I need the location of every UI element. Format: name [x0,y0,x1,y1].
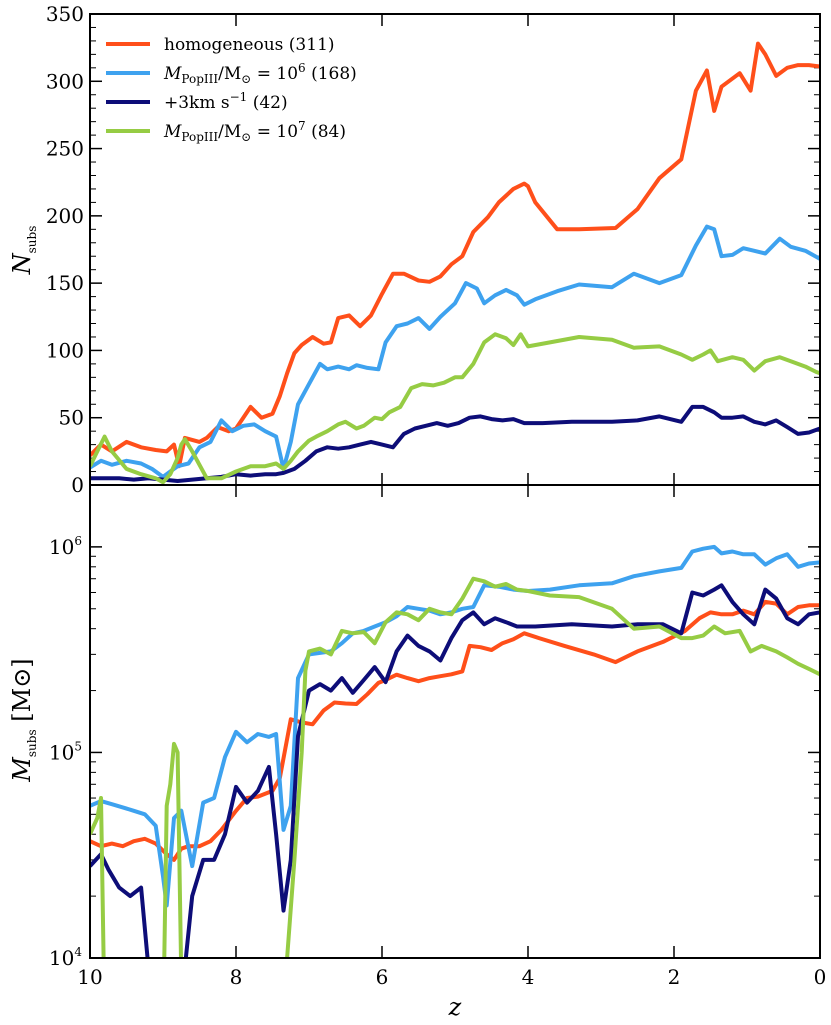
legend-label-popiii6: MPopIII/M⊙ = 106 (168) [163,61,357,86]
series-line-popiii6 [90,224,820,479]
top-ytick-label: 300 [46,69,84,93]
legend-label-popiii7: MPopIII/M⊙ = 107 (84) [163,119,346,144]
top-ytick-label: 100 [46,338,84,362]
top-panel: 0 50 100 150 200 250 300 350 Nsubs homogeneous … [8,2,821,497]
top-ylabel: Nsubs [8,226,39,276]
top-ytick-label: 350 [46,2,84,26]
top-series-lines [90,41,820,485]
top-ytick-label: 150 [46,271,84,295]
bottom-ytick-label: 105 [49,739,82,764]
bottom-xlabel: z [448,993,462,1021]
series-line-homogeneous [90,41,820,469]
bottom-xtick-label: 10 [77,965,102,989]
bottom-ytick-label: 104 [49,945,82,970]
series-line-popiii7 [90,576,820,958]
top-ticks: 0 50 100 150 200 250 300 350 [46,2,821,497]
bottom-panel: 10 8 6 4 2 0 104 105 106 Msubs [M⊙] z [8,484,827,1021]
series-line-stream [90,404,820,483]
bottom-xtick-label: 4 [522,965,535,989]
bottom-xtick-label: 0 [814,965,827,989]
legend-label-stream: +3km s−1 (42) [164,90,288,113]
top-ytick-label: 250 [46,137,84,161]
top-ytick-label: 50 [59,406,84,430]
series-line-stream [90,583,820,958]
legend-label-homogeneous: homogeneous (311) [164,35,335,55]
bottom-series-lines [90,544,820,958]
bottom-ytick-label: 106 [49,534,82,559]
bottom-xtick-label: 8 [230,965,243,989]
bottom-xtick-label: 2 [668,965,681,989]
series-line-popiii7 [90,332,820,485]
top-ytick-label: 200 [46,204,84,228]
bottom-axes-frame [89,484,821,959]
bottom-ylabel: Msubs [M⊙] [8,658,39,782]
top-ytick-label: 0 [71,473,84,497]
bottom-ticks: 10 8 6 4 2 0 104 105 106 [49,484,827,989]
series-line-popiii6 [90,544,820,908]
bottom-xtick-label: 6 [376,965,389,989]
legend: homogeneous (311) MPopIII/M⊙ = 106 (168)… [106,35,357,144]
